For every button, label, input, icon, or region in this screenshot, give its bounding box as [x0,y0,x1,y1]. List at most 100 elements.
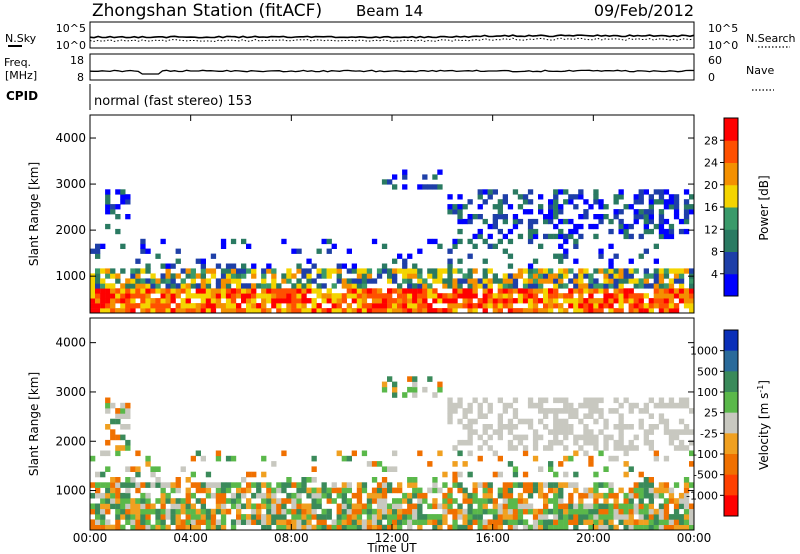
velocity-cell [220,508,227,515]
velocity-cell [251,514,257,520]
power-cell [376,268,383,274]
velocity-cell [402,492,408,499]
velocity-cell [125,402,131,409]
power-cell [517,204,524,210]
velocity-cell [462,498,468,504]
power-cell [366,293,373,299]
power-cell [281,273,287,279]
velocity-cell [256,508,262,515]
power-cell [658,308,665,314]
power-cell [271,273,277,279]
velocity-cell [215,503,222,510]
power-cell [220,308,227,314]
velocity-cell [130,514,136,520]
power-cell [603,273,609,279]
power-cell [95,278,101,284]
power-cell [95,288,101,294]
power-cell [432,273,438,279]
velocity-cell [447,418,453,425]
velocity-cell [150,503,156,510]
power-cell [663,273,670,279]
velocity-cell [341,498,347,504]
power-cell [467,303,473,309]
velocity-cell [366,519,373,525]
power-cell [261,273,267,279]
velocity-cell [497,492,503,499]
power-cell [623,278,629,284]
velocity-cell [115,487,121,494]
power-cell [618,194,624,200]
beam-label: Beam 14 [356,2,423,20]
velocity-colorbar-frame [723,329,739,517]
velocity-cell [321,508,327,515]
power-cell [643,209,649,215]
velocity-cell [130,477,136,483]
power-cell [230,303,237,309]
velocity-cell [618,503,624,510]
power-cell [200,283,206,289]
velocity-cell [256,503,262,510]
velocity-cell [507,418,514,425]
power-cell [311,308,317,314]
velocity-cell [225,487,232,494]
velocity-cell [527,402,534,409]
velocity-cell [678,418,685,425]
velocity-cell [341,503,347,510]
power-cell [210,308,217,314]
velocity-cell [603,434,609,441]
power-cell [346,248,352,254]
power-cell [105,194,111,200]
power-cell [90,308,96,314]
velocity-cell [512,503,519,510]
velocity-cell [538,482,544,488]
velocity-cell [276,503,282,510]
velocity-cell [135,508,141,515]
power-cell [261,298,267,304]
velocity-cell [588,429,594,435]
power-cell [105,293,111,299]
power-cell [170,278,176,284]
power-cell [271,278,277,284]
power-cell [115,293,121,299]
power-cell [140,248,146,254]
velocity-cell [477,524,483,531]
velocity-cell [135,471,141,478]
power-cell [578,194,584,200]
power-cell [598,248,604,254]
velocity-cell [301,477,307,483]
power-cell [527,199,534,205]
power-cell [432,238,438,245]
power-cell [538,283,544,289]
power-cell [387,273,393,279]
velocity-cell [522,482,529,488]
velocity-cell [568,482,574,488]
power-colorbar-swatch [724,118,738,141]
velocity-cell [613,514,619,520]
power-cell [563,189,569,195]
velocity-cell [512,445,519,451]
power-cell [638,293,644,299]
power-cell [487,233,493,240]
power-cell [165,303,171,309]
power-cell [658,268,665,274]
velocity-cell [366,492,373,499]
power-cell [220,238,227,245]
velocity-cell [145,514,151,520]
power-cell [543,268,549,274]
power-cell [346,283,352,289]
velocity-cell [497,434,503,441]
power-cell [180,278,186,284]
velocity-cell [125,439,131,446]
power-cell [120,243,126,249]
velocity-cell [477,503,483,510]
power-cell [517,218,524,225]
velocity-cell [553,424,559,430]
power-cell [392,268,398,274]
power-cell [512,288,519,294]
power-cell [225,278,232,284]
power-cell [241,308,247,314]
power-cell [673,288,680,294]
velocity-cell [326,514,332,520]
velocity-cell [578,418,584,425]
power-cell [477,303,483,309]
